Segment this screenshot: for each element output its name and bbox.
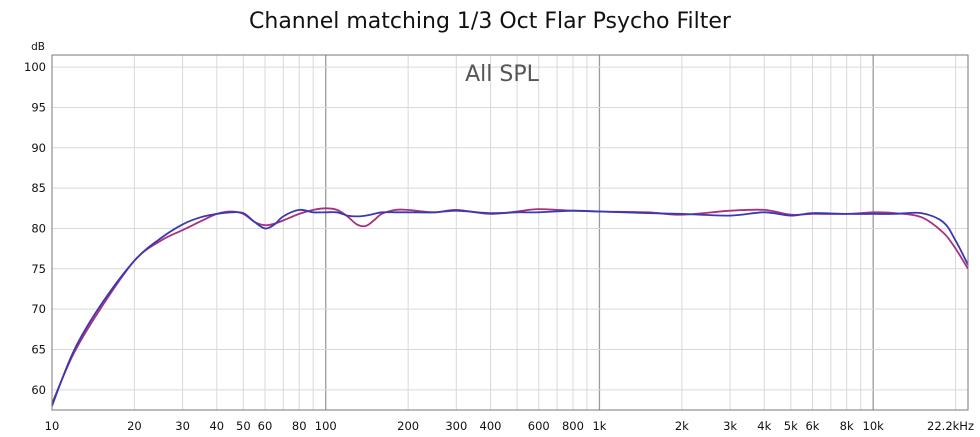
y-tick-label: 60 [31, 383, 46, 397]
x-tick-label: 100 [315, 419, 337, 433]
x-tick-label: 400 [480, 419, 502, 433]
grid [51, 55, 968, 410]
y-axis-unit-label: dB [31, 41, 45, 53]
x-tick-label: 20 [127, 419, 142, 433]
x-tick-label: 300 [445, 419, 467, 433]
y-tick-label: 90 [31, 141, 46, 155]
y-tick-label: 80 [31, 221, 46, 235]
x-tick-label: 8k [840, 419, 854, 433]
chart-subtitle: All SPL [465, 62, 539, 87]
x-tick-label: 22.2kHz [927, 419, 974, 433]
plot-frame [51, 54, 969, 411]
x-tick-label: 40 [209, 419, 224, 433]
x-tick-label: 200 [397, 419, 419, 433]
series-line-2 [51, 208, 969, 407]
y-tick-label: 85 [31, 181, 46, 195]
x-tick-label: 80 [292, 419, 307, 433]
chart-title: Channel matching 1/3 Oct Flar Psycho Fil… [249, 9, 732, 34]
y-tick-label: 95 [31, 100, 46, 114]
x-tick-label: 600 [528, 419, 550, 433]
x-axis-ticks: 10 20 30 40 50 60 80 100 200 300 400 600 800 1k 2k 3k 4k… [45, 419, 974, 433]
x-tick-label: 6k [805, 419, 819, 433]
x-tick-label: 3k [723, 419, 737, 433]
series-group [51, 207, 969, 407]
x-tick-label: 60 [258, 419, 273, 433]
x-tick-label: 1k [592, 419, 606, 433]
y-tick-label: 65 [31, 342, 46, 356]
x-tick-label: 50 [236, 419, 251, 433]
x-tick-label: 2k [675, 419, 689, 433]
x-tick-label: 4k [757, 419, 771, 433]
y-tick-label: 70 [31, 302, 46, 316]
x-tick-label: 800 [562, 419, 584, 433]
y-tick-label: 75 [31, 262, 46, 276]
x-tick-label: 30 [175, 419, 190, 433]
y-tick-label: 100 [24, 60, 46, 74]
x-tick-label: 5k [784, 419, 798, 433]
y-axis-ticks: 60 65 70 75 80 85 90 95 100 [24, 60, 46, 397]
x-tick-label: 10k [863, 419, 885, 433]
x-tick-label: 10 [45, 419, 60, 433]
